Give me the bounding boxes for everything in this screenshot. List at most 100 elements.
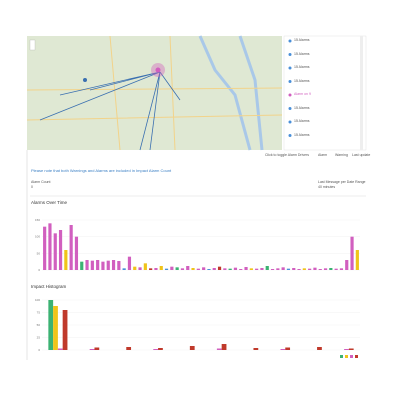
zoom[interactable]: [29, 39, 36, 51]
bar: [345, 260, 349, 270]
y-tick-label: 50: [37, 251, 41, 255]
list-pin: [288, 107, 292, 110]
y-tick-label: 0: [38, 268, 40, 272]
bar: [334, 268, 338, 270]
bar: [260, 268, 264, 270]
bar: [57, 348, 63, 350]
bar: [265, 266, 269, 270]
y-tick-label: 100: [35, 235, 40, 239]
section-title: Impact Histogram: [31, 284, 67, 289]
bar: [249, 268, 253, 270]
bar: [154, 268, 158, 270]
bar: [186, 266, 190, 270]
note: Please note that both Warnings and Alarm…: [31, 168, 172, 173]
bar: [180, 268, 185, 270]
toggle-label: Click to toggle Alarm Drivers: [265, 153, 309, 157]
list-item: 15 Alarms: [294, 132, 310, 137]
alarm-count-label: Alarm Count: [31, 180, 51, 184]
bar: [53, 233, 57, 270]
legend-item: Warning: [335, 153, 348, 157]
bar: [80, 261, 84, 270]
bar: [85, 260, 89, 270]
list-pin: [288, 66, 292, 70]
legend-swatch: [355, 355, 358, 358]
bar: [138, 267, 142, 270]
y-tick-label: 50: [37, 323, 41, 327]
bar: [255, 268, 259, 270]
bar: [318, 269, 322, 270]
bar: [143, 263, 147, 270]
bar: [106, 260, 110, 270]
list-item: 15 Alarms: [294, 105, 310, 110]
legend-item: Last update: [352, 153, 371, 157]
bar: [280, 349, 286, 350]
bar: [348, 348, 354, 350]
y-tick-label: 0: [38, 348, 40, 352]
bar: [89, 349, 95, 350]
bar: [189, 346, 195, 350]
bar: [323, 268, 328, 270]
bar: [127, 256, 132, 270]
bar: [350, 236, 354, 270]
bar: [292, 268, 296, 270]
marker[interactable]: [83, 78, 87, 82]
bar: [53, 306, 58, 350]
bar: [253, 348, 259, 350]
bar: [285, 347, 291, 350]
bar: [158, 348, 163, 350]
bar: [126, 347, 132, 350]
list-item: 15 Alarms: [294, 119, 310, 123]
bar: [90, 260, 94, 270]
bar: [217, 266, 222, 270]
bar: [313, 267, 317, 270]
list-item: 15 Alarms: [294, 51, 310, 56]
bar: [153, 349, 159, 350]
bar: [286, 268, 291, 270]
y-tick-label: 75: [37, 311, 41, 315]
last-message-value: 40 minutes: [318, 185, 336, 189]
roads: [26, 35, 283, 151]
bar: [170, 266, 174, 270]
bar: [101, 261, 105, 270]
bar: [164, 268, 169, 270]
legend-swatch: [345, 355, 348, 358]
bar: [355, 250, 359, 270]
bar: [223, 268, 227, 270]
bar: [207, 269, 211, 270]
bar: [122, 268, 126, 270]
legend-swatch: [340, 355, 343, 358]
bar: [228, 268, 232, 270]
bar: [212, 268, 216, 270]
bar: [239, 269, 243, 270]
list-pin: [288, 134, 292, 137]
bar: [196, 268, 200, 270]
bar: [191, 268, 195, 270]
y-tick-label: 25: [37, 336, 41, 340]
bar: [270, 269, 275, 270]
bar: [244, 267, 248, 270]
bar: [317, 347, 322, 350]
bar: [216, 348, 222, 350]
bar: [43, 226, 47, 270]
bar: [62, 310, 68, 350]
legend-item: Alarm: [318, 153, 328, 157]
bar: [202, 267, 206, 270]
list-item: 15 Alarms: [294, 65, 310, 69]
scrollbar[interactable]: [360, 36, 363, 150]
bar: [344, 349, 349, 350]
links: [39, 71, 181, 151]
y-tick-label: 150: [35, 218, 40, 222]
section-title: Alarms Over Time: [31, 200, 68, 205]
bar: [117, 261, 121, 270]
alarm-count-value: 0: [31, 185, 33, 189]
bar: [48, 223, 52, 270]
bar: [64, 250, 68, 270]
alarm-marker[interactable]: [155, 67, 161, 73]
list-pin: [288, 120, 292, 124]
list-pin: [288, 39, 292, 43]
bar: [339, 268, 344, 270]
bar: [69, 225, 73, 270]
bar: [111, 260, 116, 270]
